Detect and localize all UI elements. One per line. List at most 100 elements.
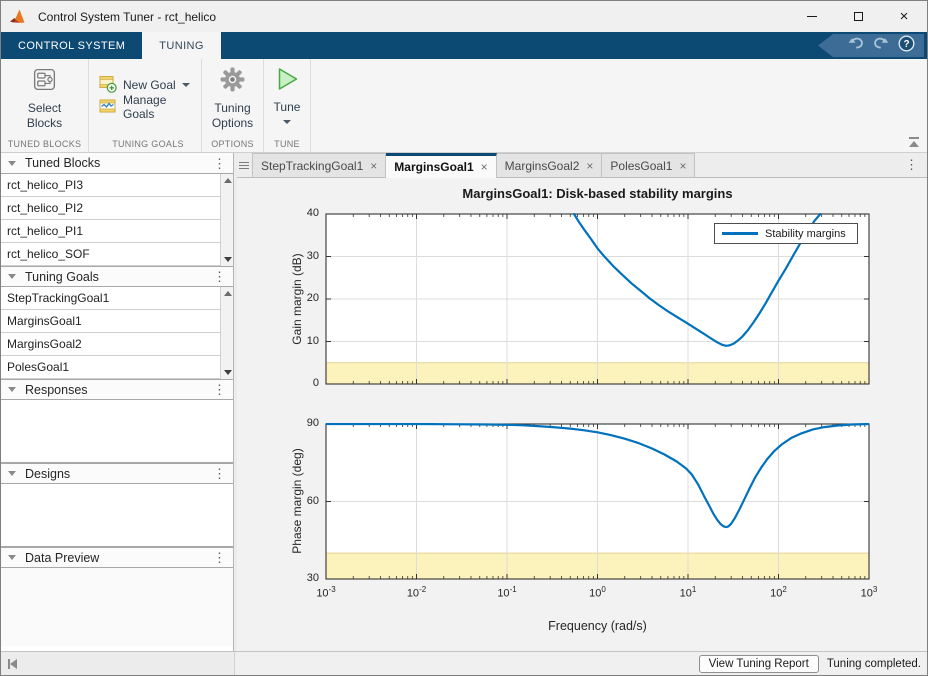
panel-menu-icon[interactable]: ⋮ xyxy=(213,550,226,565)
redo-icon[interactable] xyxy=(873,36,889,55)
x-tick-label: 10-3 xyxy=(316,585,336,600)
ribbon-tab-tuning[interactable]: TUNING xyxy=(142,32,221,59)
group-tune: Tune TUNE xyxy=(264,59,311,152)
maximize-button[interactable] xyxy=(835,1,881,32)
collapse-ribbon-button[interactable] xyxy=(909,137,919,147)
main-area: Tuned Blocks ⋮ rct_helico_PI3 rct_helico… xyxy=(1,153,927,651)
sidebar-splitter[interactable] xyxy=(234,153,237,651)
matlab-logo-icon xyxy=(10,9,29,25)
close-button[interactable]: × xyxy=(881,1,927,32)
panel-header-designs[interactable]: Designs ⋮ xyxy=(1,463,233,484)
view-tuning-report-button[interactable]: View Tuning Report xyxy=(698,654,819,673)
tune-button[interactable]: Tune xyxy=(273,66,301,124)
y-tick-label: 30 xyxy=(306,572,319,584)
tab-marginsgoal2[interactable]: MarginsGoal2 × xyxy=(496,153,603,177)
new-goal-button[interactable]: New Goal xyxy=(95,74,201,96)
collapse-arrow-icon[interactable] xyxy=(8,274,16,279)
group-caption-tuning-goals: TUNING GOALS xyxy=(112,139,184,149)
scrollbar[interactable] xyxy=(220,287,233,379)
y-tick-label: 20 xyxy=(306,292,319,304)
panel-menu-icon[interactable]: ⋮ xyxy=(213,466,226,481)
gear-icon xyxy=(219,66,246,98)
scroll-down-icon[interactable] xyxy=(223,370,232,375)
tab-marginsgoal1[interactable]: MarginsGoal1 × xyxy=(386,153,497,178)
collapse-arrow-icon[interactable] xyxy=(8,387,16,392)
panel-header-tuned-blocks[interactable]: Tuned Blocks ⋮ xyxy=(1,153,233,174)
list-item[interactable]: rct_helico_PI3 xyxy=(1,174,220,197)
list-item[interactable]: PolesGoal1 xyxy=(1,356,220,379)
plot-figure: MarginsGoal1: Disk-based stability margi… xyxy=(237,178,927,651)
panel-menu-icon[interactable]: ⋮ xyxy=(213,269,226,284)
scrollbar[interactable] xyxy=(220,174,233,266)
list-item[interactable]: MarginsGoal2 xyxy=(1,333,220,356)
close-tab-icon[interactable]: × xyxy=(370,158,378,173)
ribbon-tab-control-system[interactable]: CONTROL SYSTEM xyxy=(18,39,126,52)
manage-goals-icon xyxy=(99,98,117,117)
minimize-icon xyxy=(807,16,817,17)
collapse-arrow-icon[interactable] xyxy=(8,160,16,166)
document-tab-bar: StepTrackingGoal1 × MarginsGoal1 × Margi… xyxy=(237,153,927,178)
margins-plot-svg xyxy=(325,213,870,580)
y-tick-label: 30 xyxy=(306,249,319,262)
tune-dropdown-icon xyxy=(283,120,291,124)
ribbon-toolbar: Select Blocks TUNED BLOCKS New Goal xyxy=(1,59,927,153)
collapse-ribbon-icon xyxy=(909,137,919,139)
group-caption-tuned-blocks: TUNED BLOCKS xyxy=(7,139,82,149)
panel-header-data-preview[interactable]: Data Preview ⋮ xyxy=(1,547,233,568)
panel-header-tuning-goals[interactable]: Tuning Goals ⋮ xyxy=(1,266,233,287)
tune-label: Tune xyxy=(273,100,301,114)
scroll-down-icon[interactable] xyxy=(223,257,232,262)
y-tick-label: 60 xyxy=(306,494,319,507)
collapse-arrow-icon[interactable] xyxy=(8,555,16,560)
panel-menu-icon[interactable]: ⋮ xyxy=(213,382,226,397)
tab-polesgoal1[interactable]: PolesGoal1 × xyxy=(602,153,696,177)
panel-menu-icon[interactable]: ⋮ xyxy=(213,155,226,171)
tuned-blocks-list: rct_helico_PI3 rct_helico_PI2 rct_helico… xyxy=(1,174,233,266)
panel-header-responses[interactable]: Responses ⋮ xyxy=(1,379,233,400)
list-item[interactable]: rct_helico_PI1 xyxy=(1,220,220,243)
tuning-status-text: Tuning completed. xyxy=(826,657,921,670)
help-icon[interactable]: ? xyxy=(898,34,915,57)
close-tab-icon[interactable]: × xyxy=(679,158,687,173)
select-blocks-button[interactable]: Select Blocks xyxy=(17,66,73,131)
group-tuned-blocks: Select Blocks TUNED BLOCKS xyxy=(1,59,89,152)
select-blocks-label: Select Blocks xyxy=(26,101,63,130)
manage-goals-button[interactable]: Manage Goals xyxy=(95,93,201,121)
tuning-options-button[interactable]: Tuning Options xyxy=(207,66,259,131)
close-tab-icon[interactable]: × xyxy=(480,160,488,174)
new-goal-dropdown-icon xyxy=(181,83,190,87)
x-tick-label: 101 xyxy=(679,585,697,600)
close-tab-icon[interactable]: × xyxy=(586,158,594,173)
tune-play-icon xyxy=(275,66,300,97)
group-caption-options: OPTIONS xyxy=(211,139,254,149)
status-bar: View Tuning Report Tuning completed. xyxy=(1,651,927,675)
minimize-button[interactable] xyxy=(789,1,835,32)
tab-list-icon[interactable] xyxy=(239,162,249,169)
undo-icon[interactable] xyxy=(848,36,864,55)
tab-steptrackinggoal1[interactable]: StepTrackingGoal1 × xyxy=(252,153,387,177)
tabbar-menu-icon[interactable]: ⋮ xyxy=(905,157,918,172)
responses-empty-area xyxy=(1,400,233,463)
scroll-up-icon[interactable] xyxy=(223,291,232,296)
scroll-up-icon[interactable] xyxy=(223,178,232,183)
tuning-options-label: Tuning Options xyxy=(211,101,254,130)
window-controls: × xyxy=(789,1,927,32)
list-item[interactable]: MarginsGoal1 xyxy=(1,310,220,333)
manage-goals-label: Manage Goals xyxy=(123,93,167,121)
group-tuning-goals: New Goal Manage Goals TUNING GOALS xyxy=(89,59,202,152)
x-tick-label: 100 xyxy=(589,585,606,600)
select-blocks-icon xyxy=(31,66,58,98)
y-tick-label: 10 xyxy=(306,334,319,347)
collapse-arrow-icon[interactable] xyxy=(8,471,16,476)
y-tick-label: 90 xyxy=(306,417,319,429)
x-tick-label: 103 xyxy=(860,585,878,600)
list-item[interactable]: rct_helico_PI2 xyxy=(1,197,220,220)
ribbon-tab-band: CONTROL SYSTEM TUNING xyxy=(1,32,927,59)
legend-line-sample xyxy=(722,232,758,235)
maximize-icon xyxy=(853,12,863,21)
list-item[interactable]: rct_helico_SOF xyxy=(1,243,220,266)
statusbar-left-section xyxy=(1,652,235,675)
list-item[interactable]: StepTrackingGoal1 xyxy=(1,287,220,310)
collapse-panel-icon[interactable] xyxy=(8,658,17,669)
